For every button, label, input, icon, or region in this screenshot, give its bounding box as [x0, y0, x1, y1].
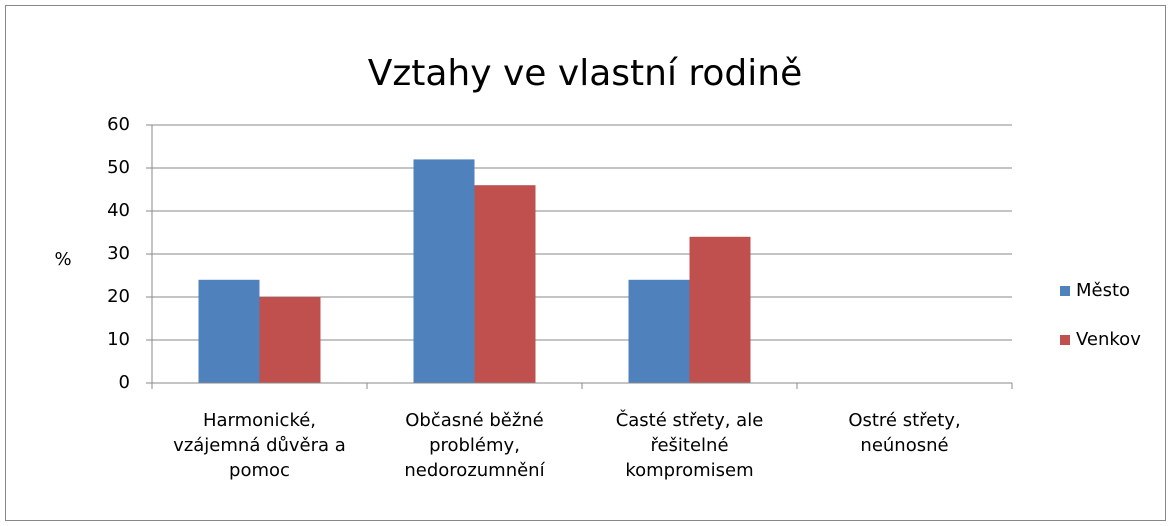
bar: [689, 236, 751, 383]
legend-label: Město: [1076, 280, 1130, 301]
y-tick-label: 30: [107, 243, 130, 264]
bar: [628, 279, 690, 383]
legend-swatch: [1060, 335, 1070, 345]
bar: [474, 185, 536, 383]
y-tick-label: 0: [119, 372, 130, 393]
legend-swatch: [1060, 286, 1070, 296]
bar: [198, 279, 260, 383]
legend-label: Venkov: [1076, 329, 1141, 350]
y-tick-label: 40: [107, 200, 130, 221]
x-tick-label: Ostré střety, neúnosné: [848, 410, 961, 456]
x-tick-label: Časté střety, ale řešitelné kompromisem: [615, 410, 764, 481]
x-tick-label: Harmonické, vzájemná důvěra a pomoc: [173, 410, 346, 481]
y-tick-label: 60: [107, 114, 130, 135]
bar: [259, 297, 321, 383]
x-tick-label: Občasné běžné problémy, nedorozumnění: [404, 410, 545, 481]
y-tick-label: 20: [107, 286, 130, 307]
y-tick-label: 50: [107, 157, 130, 178]
y-axis-label: %: [54, 249, 71, 270]
bar: [413, 159, 475, 383]
chart-frame: [5, 5, 1166, 521]
chart-title: Vztahy ve vlastní rodině: [368, 53, 803, 94]
y-tick-label: 10: [107, 329, 130, 350]
